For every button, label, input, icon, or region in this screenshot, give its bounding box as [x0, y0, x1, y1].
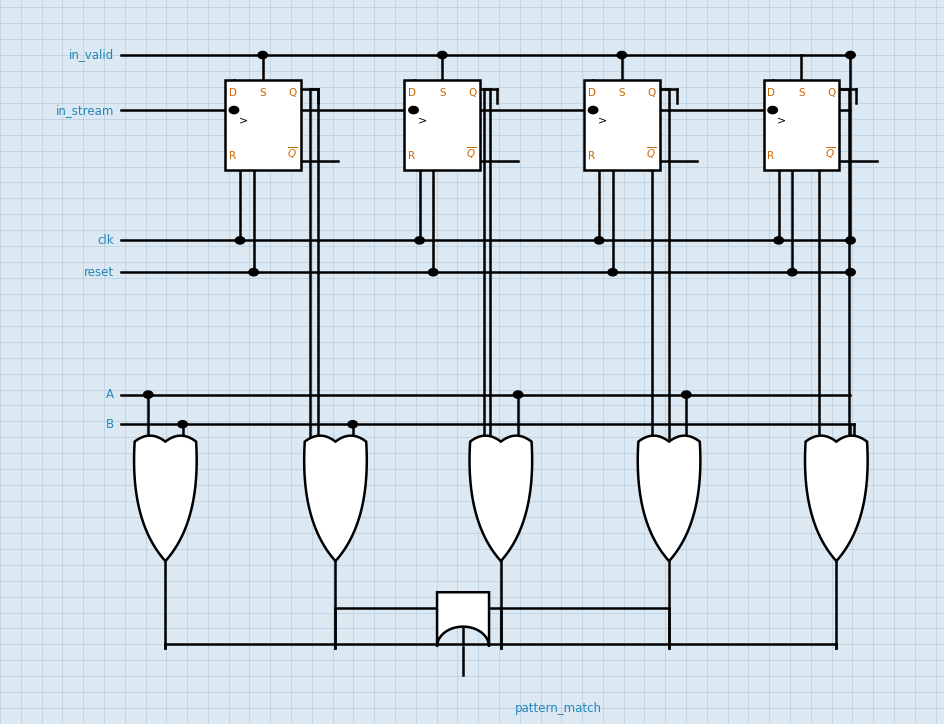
Polygon shape: [304, 436, 366, 561]
Text: >: >: [238, 115, 247, 125]
Text: >: >: [776, 115, 785, 125]
Bar: [225, 80, 300, 170]
Text: D: D: [408, 88, 415, 98]
Text: Q: Q: [826, 88, 834, 98]
Polygon shape: [134, 436, 196, 561]
Circle shape: [588, 106, 598, 114]
Circle shape: [773, 237, 783, 244]
Polygon shape: [637, 436, 700, 561]
Circle shape: [409, 106, 418, 114]
Text: D: D: [228, 88, 236, 98]
Circle shape: [786, 269, 796, 276]
Circle shape: [248, 269, 258, 276]
Polygon shape: [469, 436, 531, 561]
Circle shape: [845, 51, 854, 59]
Text: B: B: [106, 418, 114, 431]
Circle shape: [681, 391, 690, 398]
Bar: [404, 80, 480, 170]
Text: R: R: [228, 151, 236, 161]
Text: $\overline{Q}$: $\overline{Q}$: [465, 146, 476, 161]
Text: Q: Q: [288, 88, 296, 98]
Circle shape: [414, 237, 424, 244]
Text: S: S: [617, 88, 625, 98]
Circle shape: [513, 391, 522, 398]
Text: >: >: [417, 115, 427, 125]
Text: >: >: [597, 115, 606, 125]
Circle shape: [616, 51, 626, 59]
Circle shape: [845, 237, 854, 244]
Text: D: D: [767, 88, 774, 98]
Circle shape: [594, 237, 603, 244]
Circle shape: [143, 391, 153, 398]
Circle shape: [229, 106, 239, 114]
Text: R: R: [767, 151, 774, 161]
Text: in_valid: in_valid: [69, 49, 114, 62]
Circle shape: [235, 237, 244, 244]
Text: $\overline{Q}$: $\overline{Q}$: [645, 146, 655, 161]
Text: S: S: [797, 88, 804, 98]
Text: pattern_match: pattern_match: [514, 702, 601, 715]
Text: D: D: [587, 88, 595, 98]
Text: $\overline{Q}$: $\overline{Q}$: [286, 146, 296, 161]
Text: R: R: [587, 151, 595, 161]
Circle shape: [437, 51, 447, 59]
Text: S: S: [438, 88, 446, 98]
Circle shape: [845, 269, 854, 276]
Circle shape: [428, 269, 437, 276]
Text: S: S: [259, 88, 266, 98]
Bar: [583, 80, 659, 170]
Polygon shape: [804, 436, 867, 561]
Text: clk: clk: [97, 234, 114, 247]
Circle shape: [177, 421, 187, 428]
Circle shape: [767, 106, 777, 114]
Circle shape: [258, 51, 267, 59]
Text: A: A: [107, 388, 114, 401]
Text: Q: Q: [467, 88, 476, 98]
Text: reset: reset: [84, 266, 114, 279]
Text: $\overline{Q}$: $\overline{Q}$: [824, 146, 834, 161]
Text: R: R: [408, 151, 415, 161]
Polygon shape: [436, 592, 489, 647]
Circle shape: [607, 269, 616, 276]
Text: in_stream: in_stream: [56, 104, 114, 117]
Circle shape: [347, 421, 357, 428]
Bar: [763, 80, 838, 170]
Text: Q: Q: [647, 88, 655, 98]
